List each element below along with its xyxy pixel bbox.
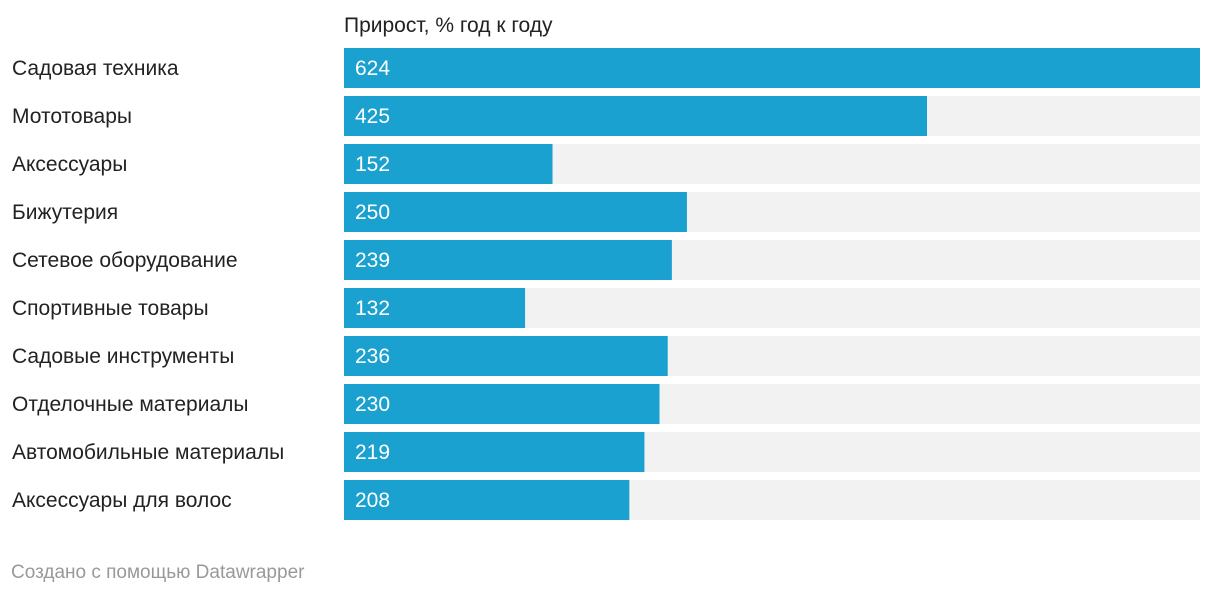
bar-row: Аксессуары 152 <box>12 144 1200 184</box>
bar <box>344 432 645 472</box>
bar <box>344 240 672 280</box>
bar-row: Сетевое оборудование 239 <box>12 240 1200 280</box>
bar-value-label: 219 <box>355 441 390 464</box>
bar <box>344 384 660 424</box>
bar-value-label: 236 <box>355 345 390 368</box>
bar <box>344 144 553 184</box>
bar-row: Автомобильные материалы 219 <box>12 432 1200 472</box>
category-label: Мототовары <box>12 105 132 128</box>
bar <box>344 48 1200 88</box>
bar-row: Садовая техника 624 <box>12 48 1200 88</box>
bar-row: Садовые инструменты 236 <box>12 336 1200 376</box>
category-label: Автомобильные материалы <box>12 441 284 464</box>
category-label: Аксессуары для волос <box>12 489 232 512</box>
bar <box>344 480 630 520</box>
bar-value-label: 152 <box>355 153 390 176</box>
bar-value-label: 624 <box>355 57 390 80</box>
bar-value-label: 250 <box>355 201 390 224</box>
credit-text: Создано с помощью Datawrapper <box>11 562 305 583</box>
bar-row: Аксессуары для волос 208 <box>12 480 1200 520</box>
bar-value-label: 208 <box>355 489 390 512</box>
column-header: Прирост, % год к году <box>344 14 553 37</box>
bar <box>344 192 687 232</box>
bar <box>344 336 668 376</box>
category-label: Бижутерия <box>12 201 118 224</box>
bar-row: Бижутерия 250 <box>12 192 1200 232</box>
bar <box>344 288 526 328</box>
category-label: Садовые инструменты <box>12 345 234 368</box>
bar-row: Отделочные материалы 230 <box>12 384 1200 424</box>
category-label: Спортивные товары <box>12 297 209 320</box>
bar-value-label: 425 <box>355 105 390 128</box>
category-label: Садовая техника <box>12 57 179 80</box>
bar-rows: Садовая техника 624 Мототовары 425 Аксессуар… <box>12 48 1200 520</box>
category-label: Сетевое оборудование <box>12 249 238 272</box>
category-label: Отделочные материалы <box>12 393 249 416</box>
category-label: Аксессуары <box>12 153 127 176</box>
bar <box>344 96 928 136</box>
bar-row: Спортивные товары 132 <box>12 288 1200 328</box>
bar-row: Мототовары 425 <box>12 96 1200 136</box>
bar-value-label: 239 <box>355 249 390 272</box>
bar-value-label: 230 <box>355 393 390 416</box>
bar-value-label: 132 <box>355 297 390 320</box>
